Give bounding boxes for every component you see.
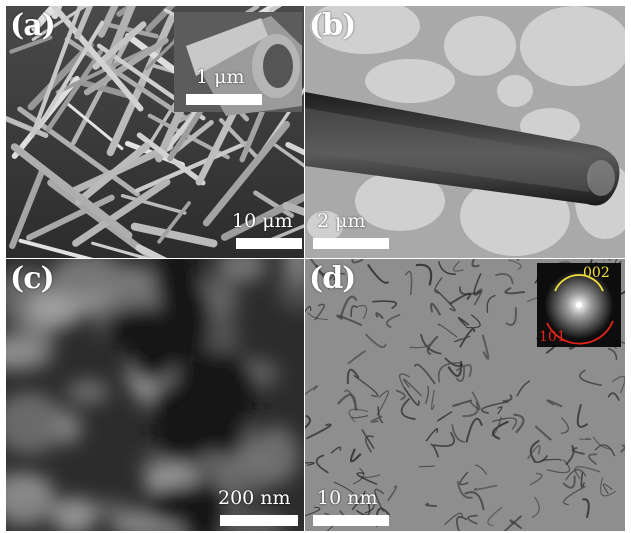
panel-b-label: (b) — [309, 8, 356, 43]
panel-c: (c) 200 nm — [6, 259, 304, 531]
ring-002 — [554, 274, 604, 292]
panel-c-image — [6, 259, 304, 531]
panel-c-scale-bar — [220, 515, 298, 526]
panel-d-label: (d) — [309, 261, 356, 296]
panel-b-image — [305, 6, 625, 258]
panel-b-scale-label: 2 μm — [317, 210, 366, 232]
panel-d: (d) 002 101 10 nm — [305, 259, 625, 531]
panel-b: (b) 2 μm — [305, 6, 625, 258]
panel-c-scale-label: 200 nm — [218, 487, 291, 509]
panel-d-scale-bar — [313, 515, 389, 526]
panel-a-scale-bar — [236, 238, 302, 249]
panel-a: (a) 1 μm 10 μm — [6, 6, 304, 258]
fft-inset: 002 101 — [537, 263, 621, 347]
panel-a-inset-scale-label: 1 μm — [196, 66, 245, 88]
panel-c-label: (c) — [10, 261, 55, 296]
panel-a-image — [6, 6, 304, 258]
fft-label-101: 101 — [539, 329, 566, 345]
panel-a-inset-scale-bar — [186, 94, 262, 105]
panel-a-label: (a) — [10, 8, 56, 43]
panel-b-scale-bar — [313, 238, 389, 249]
ring-101 — [546, 320, 614, 345]
panel-a-scale-label: 10 μm — [232, 210, 293, 232]
fft-label-002: 002 — [583, 265, 610, 281]
panel-d-scale-label: 10 nm — [317, 487, 378, 509]
